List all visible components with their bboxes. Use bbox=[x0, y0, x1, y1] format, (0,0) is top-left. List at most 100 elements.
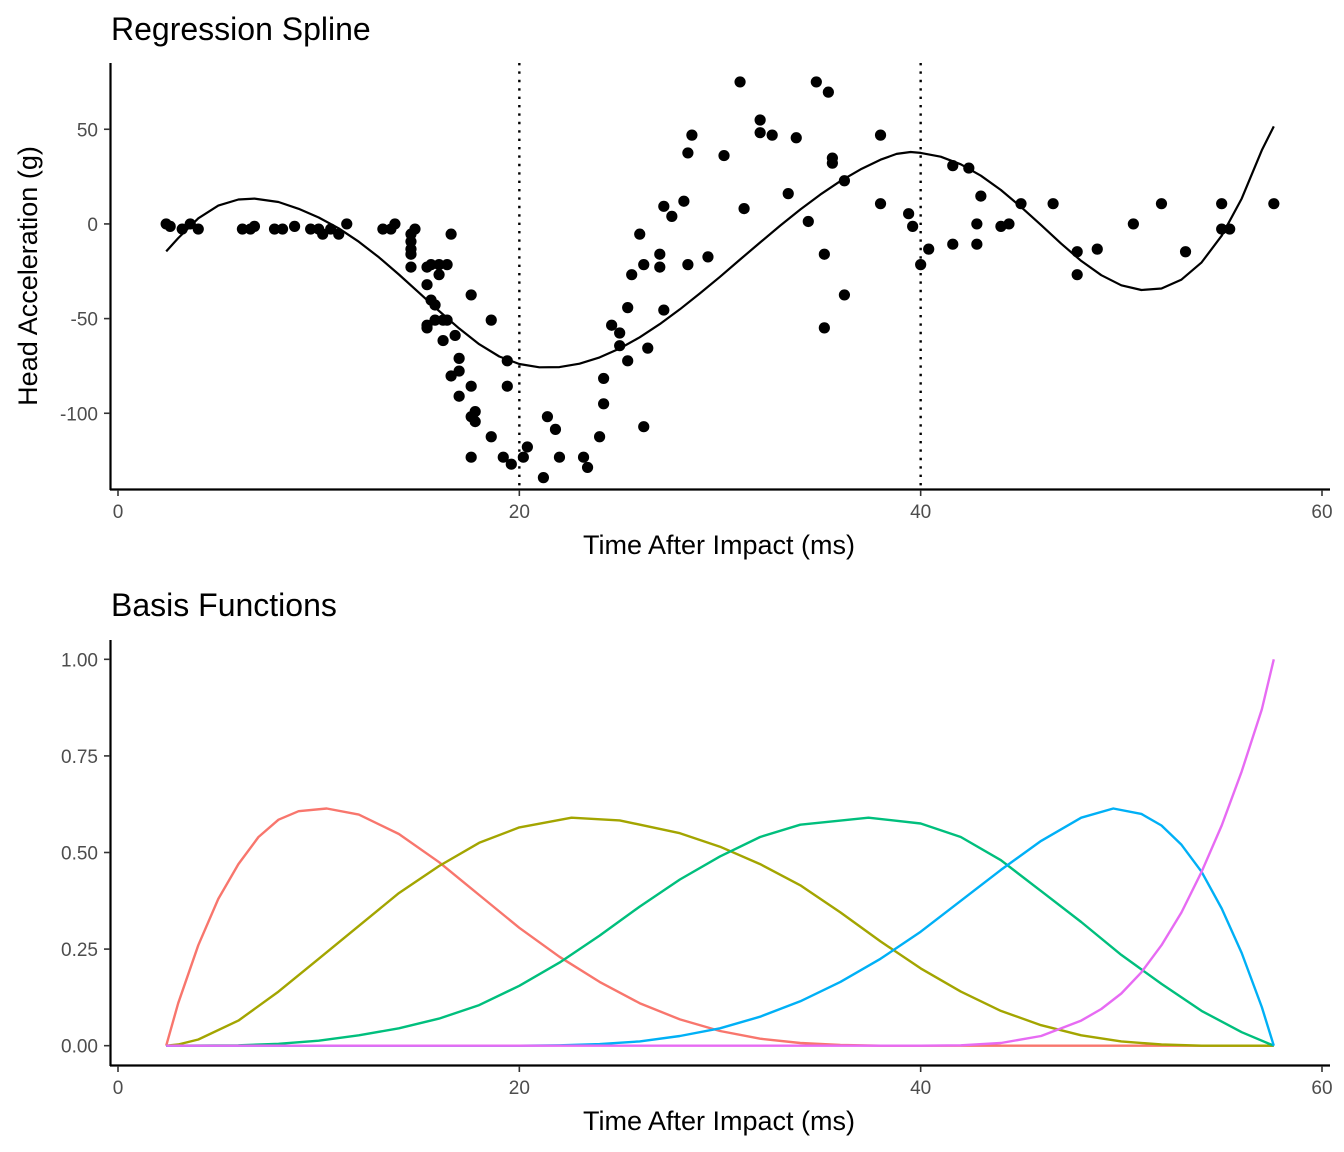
basis-function-line-3 bbox=[166, 816, 1275, 1047]
data-point bbox=[622, 355, 634, 367]
data-point bbox=[826, 152, 838, 164]
x-axis-title: Time After Impact (ms) bbox=[583, 1106, 855, 1136]
data-point bbox=[485, 314, 497, 326]
data-point bbox=[429, 314, 441, 326]
data-point bbox=[405, 261, 417, 273]
data-point bbox=[164, 220, 176, 232]
x-tick-label: 60 bbox=[1311, 502, 1332, 523]
data-point bbox=[654, 261, 666, 273]
data-point bbox=[782, 188, 794, 200]
x-tick-label: 20 bbox=[509, 1078, 530, 1099]
data-point bbox=[377, 223, 389, 235]
data-point bbox=[305, 223, 317, 235]
x-tick-label: 60 bbox=[1311, 1078, 1332, 1099]
y-tick-label: 0.00 bbox=[61, 1037, 98, 1058]
data-point bbox=[686, 129, 698, 141]
data-point bbox=[276, 223, 289, 235]
data-point bbox=[638, 259, 650, 271]
data-point bbox=[682, 259, 694, 271]
data-point bbox=[594, 431, 606, 443]
spline-fit-line bbox=[165, 125, 1275, 369]
data-point bbox=[1091, 243, 1103, 255]
data-point bbox=[553, 451, 566, 463]
x-tick-label: 40 bbox=[910, 502, 931, 523]
data-point bbox=[517, 451, 529, 463]
data-point bbox=[421, 322, 433, 334]
data-point bbox=[433, 259, 445, 271]
regression-spline-panel: Regression Spline 0 20 40 60 -100 -50 0 50 Time… bbox=[13, 11, 1333, 560]
axis-ticks: 0 20 40 60 0.00 0.25 0.50 0.75 1.00 bbox=[61, 650, 1333, 1099]
data-point bbox=[838, 289, 851, 301]
data-point bbox=[614, 340, 626, 352]
x-axis-title: Time After Impact (ms) bbox=[583, 530, 855, 560]
data-point bbox=[1216, 198, 1228, 210]
data-point bbox=[766, 129, 778, 141]
data-point bbox=[441, 259, 453, 271]
data-point bbox=[874, 129, 887, 141]
data-point bbox=[658, 200, 670, 212]
data-point bbox=[666, 210, 678, 222]
basis-function-line-2 bbox=[166, 816, 1274, 1047]
data-point bbox=[441, 314, 453, 326]
data-point bbox=[718, 149, 730, 162]
data-point bbox=[1071, 269, 1083, 281]
data-point bbox=[838, 175, 851, 187]
data-point bbox=[734, 76, 746, 88]
data-point bbox=[437, 334, 449, 347]
data-point bbox=[325, 223, 337, 235]
data-point bbox=[1155, 198, 1168, 210]
y-tick-label: -100 bbox=[60, 404, 98, 425]
data-point bbox=[505, 458, 517, 470]
data-point bbox=[501, 380, 513, 392]
data-point bbox=[658, 304, 670, 316]
data-point bbox=[638, 421, 650, 433]
data-point bbox=[1015, 198, 1027, 210]
x-tick-label: 0 bbox=[113, 502, 124, 523]
data-point bbox=[598, 398, 610, 410]
plot-area bbox=[165, 659, 1275, 1047]
y-tick-label: 0.75 bbox=[61, 747, 98, 768]
data-point bbox=[453, 352, 465, 364]
data-point bbox=[497, 451, 509, 463]
data-point bbox=[907, 220, 919, 232]
data-point bbox=[1047, 198, 1059, 210]
data-point bbox=[802, 215, 814, 228]
data-point bbox=[469, 415, 481, 428]
y-tick-label: 0.25 bbox=[61, 940, 98, 961]
data-point bbox=[537, 472, 550, 484]
data-point bbox=[192, 223, 204, 235]
data-point bbox=[433, 269, 445, 281]
data-point bbox=[581, 461, 594, 474]
data-point bbox=[184, 218, 196, 230]
data-point bbox=[682, 147, 694, 159]
data-point bbox=[971, 218, 983, 230]
x-tick-label: 0 bbox=[113, 1078, 124, 1099]
data-point bbox=[818, 248, 830, 260]
data-point bbox=[405, 248, 417, 260]
data-point bbox=[702, 251, 714, 263]
data-point bbox=[268, 223, 281, 235]
data-point bbox=[810, 76, 822, 88]
data-point bbox=[445, 228, 457, 240]
data-point bbox=[248, 220, 261, 232]
data-point bbox=[1224, 223, 1236, 235]
data-point bbox=[449, 329, 461, 342]
data-point bbox=[963, 162, 975, 174]
data-point bbox=[465, 451, 477, 463]
data-point bbox=[923, 243, 935, 255]
data-point bbox=[818, 322, 830, 334]
plot-area bbox=[160, 63, 1280, 489]
data-point bbox=[425, 259, 437, 271]
data-point bbox=[738, 202, 750, 215]
data-point bbox=[429, 299, 441, 311]
data-point bbox=[754, 114, 766, 126]
data-point bbox=[1127, 218, 1139, 230]
data-point bbox=[317, 228, 329, 240]
data-point bbox=[634, 228, 646, 240]
data-point bbox=[874, 198, 887, 210]
data-point bbox=[654, 248, 666, 260]
basis-function-line-4 bbox=[166, 807, 1275, 1047]
y-tick-label: 0.50 bbox=[61, 844, 98, 865]
